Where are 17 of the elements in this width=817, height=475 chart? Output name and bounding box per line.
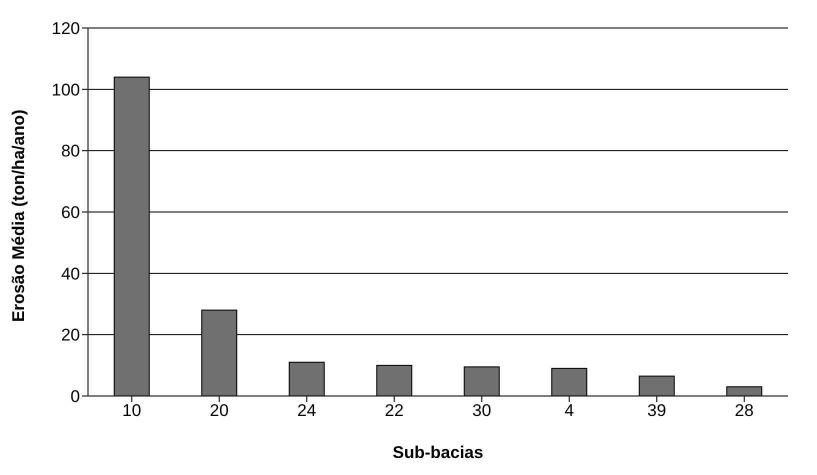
- y-axis-title: Erosão Média (ton/ha/ano): [9, 109, 28, 322]
- x-tick-label: 30: [472, 401, 492, 420]
- y-tick-label: 120: [52, 19, 80, 38]
- y-tick-label: 60: [61, 203, 80, 222]
- y-tick-label: 100: [52, 80, 80, 100]
- x-tick-label: 22: [384, 401, 404, 420]
- x-tick-label: 39: [647, 401, 666, 420]
- x-tick-label: 4: [564, 401, 574, 420]
- y-tick-label: 40: [61, 264, 80, 284]
- x-tick-label: 10: [122, 401, 142, 420]
- x-tick-label: 28: [734, 401, 754, 420]
- y-tick-label: 0: [70, 387, 80, 406]
- y-tick-label: 20: [61, 326, 80, 345]
- x-tick-label: 20: [210, 401, 229, 420]
- x-axis-title: Sub-bacias: [392, 443, 484, 462]
- x-tick-label: 24: [297, 401, 316, 420]
- y-tick-label: 80: [61, 142, 80, 161]
